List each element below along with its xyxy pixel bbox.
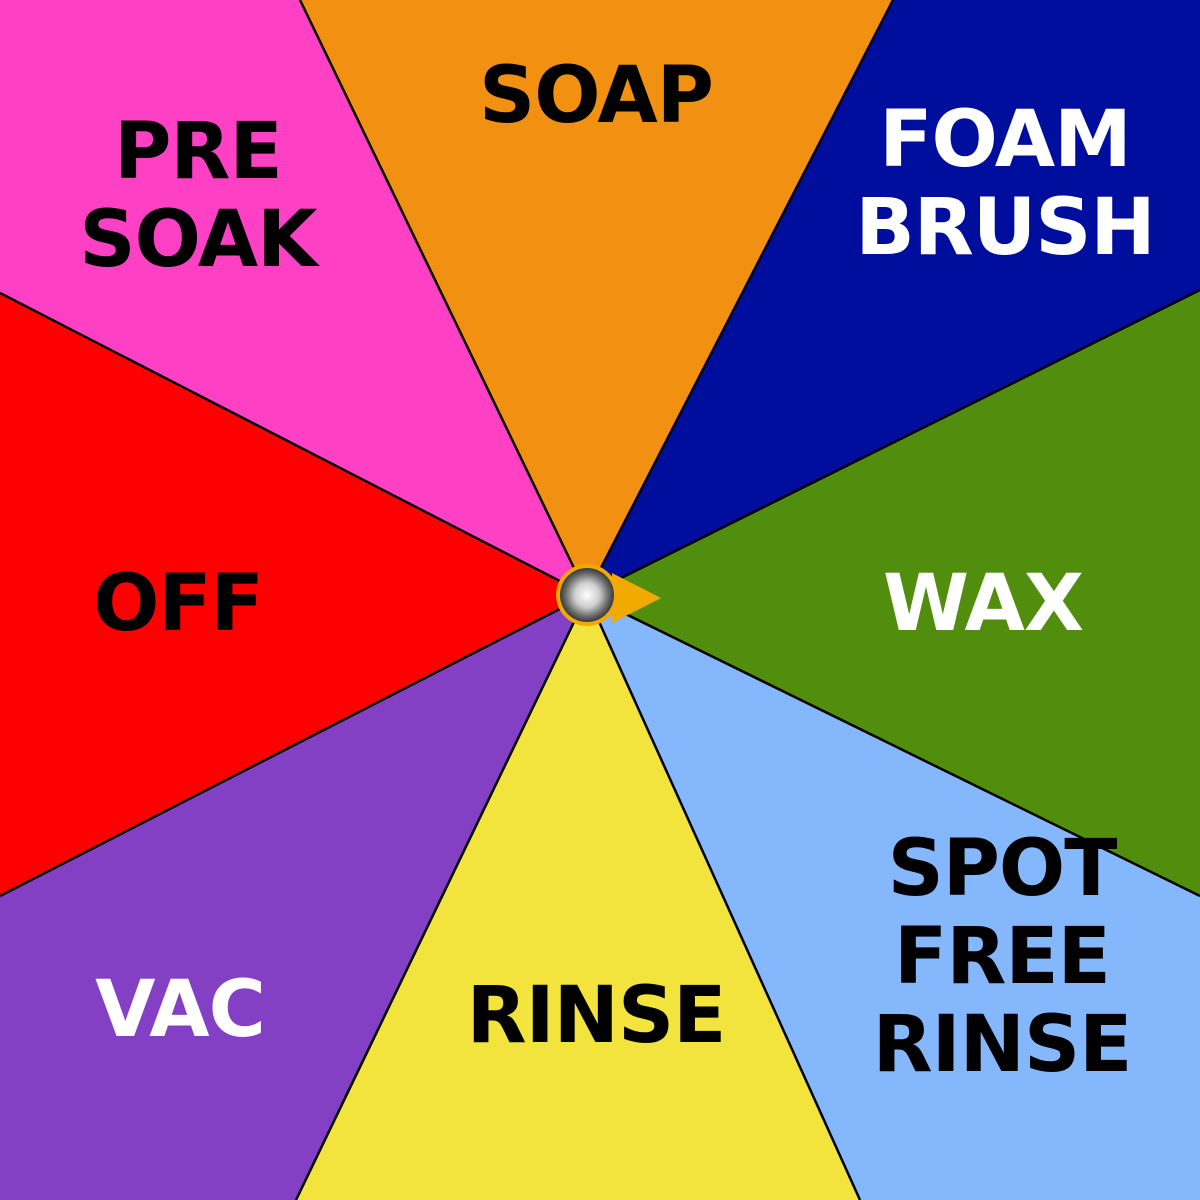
segment-label-off: OFF bbox=[93, 559, 263, 649]
segment-label-soap: SOAP bbox=[479, 51, 713, 141]
segment-label-rinse: RINSE bbox=[467, 971, 726, 1061]
segment-off[interactable] bbox=[0, 293, 587, 896]
segment-label-line: RINSE bbox=[873, 1000, 1132, 1090]
segment-soap[interactable] bbox=[300, 0, 893, 595]
segment-label-line: OFF bbox=[93, 559, 263, 649]
segment-label-line: VAC bbox=[95, 965, 265, 1055]
segment-divider bbox=[294, 594, 589, 1200]
segment-divider bbox=[586, 288, 1200, 597]
segment-label-line: RINSE bbox=[467, 971, 726, 1061]
segment-divider bbox=[585, 0, 895, 596]
segment-divider bbox=[0, 291, 588, 597]
segment-label-line: BRUSH bbox=[855, 183, 1154, 273]
segment-vac[interactable] bbox=[0, 595, 587, 1200]
segment-label-wax: WAX bbox=[883, 559, 1083, 649]
segment-label-spot-free-rinse: SPOT FREE RINSE bbox=[873, 824, 1132, 1090]
segment-rinse[interactable] bbox=[296, 595, 860, 1200]
segment-label-line: FOAM bbox=[879, 95, 1130, 185]
segment-label-vac: VAC bbox=[95, 965, 265, 1055]
segment-label-line: PRE bbox=[114, 107, 282, 197]
segment-label-line: FREE bbox=[894, 912, 1110, 1002]
segment-label-foam-brush: FOAM BRUSH bbox=[855, 95, 1154, 273]
segment-spot-free-rinse[interactable] bbox=[587, 595, 1200, 1200]
segment-divider bbox=[586, 593, 1200, 898]
segment-divider bbox=[585, 594, 862, 1200]
segment-foam-brush[interactable] bbox=[587, 0, 1200, 595]
segment-divider bbox=[298, 0, 589, 596]
pointer-arrow-icon bbox=[612, 573, 661, 623]
segment-wax[interactable] bbox=[587, 290, 1200, 896]
segment-label-line: SPOT bbox=[888, 824, 1118, 914]
segment-label-pre-soak: PRE SOAK bbox=[79, 107, 320, 285]
selector-knob[interactable] bbox=[556, 564, 661, 626]
segment-label-line: WAX bbox=[883, 559, 1083, 649]
segment-label-line: SOAK bbox=[79, 195, 320, 285]
segment-pre-soak[interactable] bbox=[0, 0, 587, 595]
segment-label-line: SOAP bbox=[479, 51, 713, 141]
segment-divider bbox=[0, 593, 588, 898]
knob-face bbox=[560, 568, 614, 622]
